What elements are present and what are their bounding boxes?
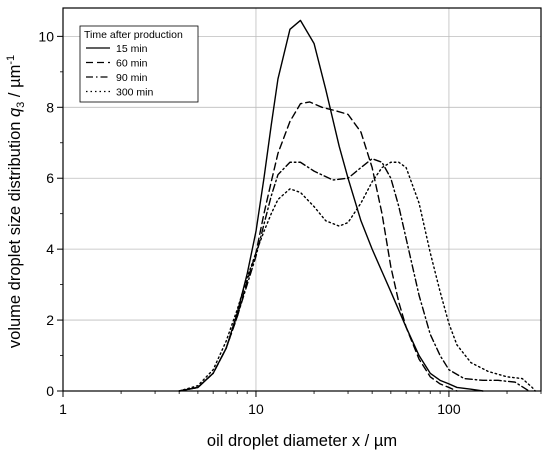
- y-axis-title-main: volume droplet size distribution: [6, 117, 24, 348]
- legend-items: 15 min 60 min 90 min 300 min: [86, 43, 154, 99]
- y-axis-title-subscript: 3: [15, 102, 27, 108]
- series-line-3: [178, 158, 530, 392]
- x-tick-label: 100: [437, 401, 461, 417]
- series-line-2: [178, 101, 458, 392]
- series-line-1: [178, 19, 484, 392]
- legend-label-1: 15 min: [116, 43, 148, 55]
- legend-label-2: 60 min: [116, 58, 148, 70]
- y-axis-title: volume droplet size distribution q3 / µm…: [5, 55, 27, 348]
- y-tick-label: 0: [46, 383, 54, 399]
- x-tick-label: 1: [59, 401, 67, 417]
- y-tick-label: 10: [38, 28, 54, 44]
- y-tick-label: 6: [46, 170, 54, 186]
- x-axis-title: oil droplet diameter x / µm: [207, 432, 397, 450]
- series-lines: [178, 19, 536, 392]
- y-tick-label: 8: [46, 99, 54, 115]
- x-tick-label: 10: [248, 401, 264, 417]
- y-axis-title-unit: / µm: [6, 65, 24, 102]
- legend-label-4: 300 min: [116, 87, 154, 99]
- legend-box: [79, 25, 199, 103]
- y-axis-title-symbol: q: [6, 107, 24, 117]
- y-tick-label: 4: [46, 241, 54, 257]
- axis-ticks: 1 10 100 0 2 4 6 8 10: [38, 28, 542, 417]
- y-tick-label: 2: [46, 312, 54, 328]
- y-axis-title-superscript: -1: [5, 55, 17, 65]
- series-line-4: [178, 161, 536, 392]
- legend-title: Time after production: [84, 29, 183, 41]
- legend: Time after production 15 min 60 min 90 min…: [79, 25, 199, 103]
- legend-label-3: 90 min: [116, 72, 148, 84]
- plot-frame: [62, 7, 542, 392]
